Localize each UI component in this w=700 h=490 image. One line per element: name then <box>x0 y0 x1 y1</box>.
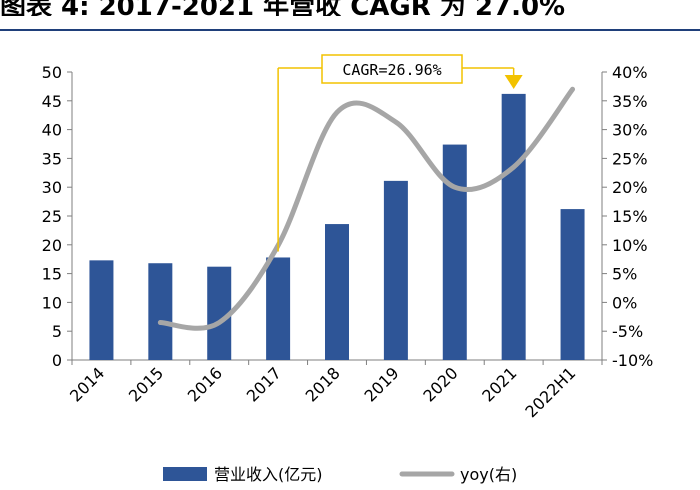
x-tick-label: 2017 <box>243 363 285 405</box>
left-tick-label: 45 <box>42 92 62 111</box>
x-tick-label: 2018 <box>302 363 344 405</box>
left-tick-label: 40 <box>42 121 62 140</box>
right-tick-label: -5% <box>612 322 643 341</box>
x-tick-label: 2019 <box>360 363 402 405</box>
bar-2017 <box>266 257 291 360</box>
bar-2021 <box>501 93 526 360</box>
left-tick-label: 35 <box>42 149 62 168</box>
bar-2018 <box>325 224 349 360</box>
x-tick-label: 2014 <box>66 363 108 405</box>
yoy-line <box>157 86 576 331</box>
chart-title: 图表 4: 2017-2021 年营收 CAGR 为 27.0% <box>0 0 566 16</box>
right-tick-label: 15% <box>612 207 648 226</box>
left-tick-label: 20 <box>42 236 62 255</box>
bar-2020 <box>442 144 467 360</box>
right-tick-label: 40% <box>612 63 648 82</box>
x-tick-label: 2020 <box>419 363 461 405</box>
right-tick-label: -10% <box>612 351 653 370</box>
left-tick-label: 30 <box>42 178 62 197</box>
bar-2019 <box>383 180 408 360</box>
left-tick-label: 15 <box>42 265 62 284</box>
cagr-label-box <box>321 54 463 84</box>
x-tick-label: 2021 <box>478 363 520 405</box>
right-tick-label: 5% <box>612 265 637 284</box>
left-tick-label: 25 <box>42 207 62 226</box>
bar-2015 <box>148 263 173 360</box>
bar-2014 <box>89 260 114 360</box>
right-tick-label: 35% <box>612 92 648 111</box>
right-tick-label: 25% <box>612 149 648 168</box>
right-tick-label: 10% <box>612 236 648 255</box>
title-divider <box>0 29 700 31</box>
left-tick-label: 50 <box>42 63 62 82</box>
right-tick-label: 0% <box>612 293 637 312</box>
left-tick-label: 5 <box>52 322 62 341</box>
x-tick-label: 2015 <box>125 363 167 405</box>
left-tick-label: 10 <box>42 293 62 312</box>
bar-2022H1 <box>560 209 585 360</box>
legend-line-label: yoy(右) <box>460 465 517 484</box>
cagr-label: CAGR=26.96% <box>342 61 441 79</box>
right-tick-label: 20% <box>612 178 648 197</box>
legend-bar-swatch <box>163 467 207 481</box>
left-tick-label: 0 <box>52 351 62 370</box>
right-tick-label: 30% <box>612 121 648 140</box>
legend-bar-label: 营业收入(亿元) <box>214 465 323 484</box>
x-tick-label: 2022H1 <box>521 363 579 421</box>
cagr-arrow-head <box>504 75 523 89</box>
x-tick-label: 2016 <box>184 363 226 405</box>
